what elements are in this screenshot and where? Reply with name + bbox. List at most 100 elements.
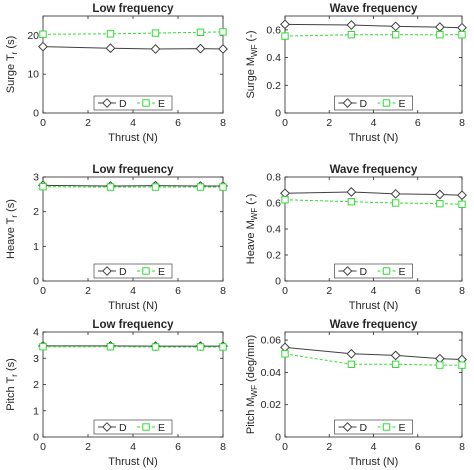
x-tick-label: 2 xyxy=(85,441,91,453)
y-tick-label: 0 xyxy=(33,276,39,288)
y-axis-label-main: Surge M xyxy=(245,57,257,99)
legend-marker-E xyxy=(382,423,391,431)
y-tick-label: 3 xyxy=(33,353,39,365)
legend-marker-E xyxy=(382,99,391,107)
data-point-E xyxy=(106,343,115,351)
data-point-D xyxy=(457,190,467,201)
x-tick-label: 0 xyxy=(40,285,46,297)
x-tick-label: 2 xyxy=(326,441,332,453)
y-axis-label-unit: (s) xyxy=(5,36,17,52)
data-point-E xyxy=(347,31,356,39)
x-tick-label: 6 xyxy=(175,441,181,453)
series-E xyxy=(281,31,466,40)
data-point-E xyxy=(106,30,115,38)
panel-title: Low frequency xyxy=(92,164,174,176)
legend-label-E: E xyxy=(158,422,165,434)
data-point-E xyxy=(151,29,160,37)
y-tick-label: 1 xyxy=(33,405,39,417)
legend-label-E: E xyxy=(158,266,165,278)
x-tick-label: 0 xyxy=(40,117,46,129)
data-point-E xyxy=(281,350,289,358)
legend-marker-D xyxy=(102,98,112,108)
legend-marker-D xyxy=(102,266,112,276)
legend-label-D: D xyxy=(119,266,127,278)
y-tick-label: 0.04 xyxy=(261,367,282,379)
y-tick-label: 20 xyxy=(27,30,39,42)
data-point-D xyxy=(195,43,206,54)
panel-6: Wave frequency 0 2 4 6 8 0 0.02 0.04 0.06 Thrust (… xyxy=(245,319,467,468)
series-E xyxy=(281,350,466,369)
y-tick-label: 0.2 xyxy=(266,80,281,92)
panel-title: Wave frequency xyxy=(330,319,418,331)
data-point-D xyxy=(150,44,161,54)
data-point-D xyxy=(346,348,357,359)
series-E xyxy=(39,343,227,351)
series-E xyxy=(39,183,227,191)
data-point-E xyxy=(39,343,47,351)
y-axis-label-main: Heave T xyxy=(5,217,17,259)
data-point-E xyxy=(458,31,466,39)
data-point-E xyxy=(436,31,444,39)
data-point-E xyxy=(281,32,289,40)
x-tick-label: 6 xyxy=(415,441,421,453)
legend-box xyxy=(334,263,413,279)
x-axis-label: Thrust (N) xyxy=(108,132,158,144)
data-point-E xyxy=(39,183,47,191)
legend-label-D: D xyxy=(360,266,368,278)
legend-marker-D xyxy=(342,266,353,276)
y-axis-label-sub: r xyxy=(10,215,19,218)
x-axis-label: Thrust (N) xyxy=(349,456,399,468)
x-tick-label: 4 xyxy=(371,285,377,297)
y-tick-label: 2 xyxy=(33,206,39,218)
axes-box xyxy=(42,331,224,438)
y-tick-label: 10 xyxy=(27,69,39,81)
axes-box xyxy=(284,15,463,114)
legend-marker-D xyxy=(342,98,353,108)
x-tick-label: 8 xyxy=(220,117,226,129)
legend-marker-E xyxy=(142,423,150,431)
data-point-E xyxy=(458,200,466,209)
panel-title: Low frequency xyxy=(92,319,174,331)
y-tick-label: 0 xyxy=(275,276,281,288)
legend-marker-E xyxy=(382,267,391,275)
legend-label-E: E xyxy=(399,422,406,434)
panel-title: Low frequency xyxy=(92,3,174,15)
y-axis-label-unit: (-) xyxy=(245,194,257,208)
y-axis-label-main: Surge T xyxy=(5,54,17,93)
axes-box xyxy=(42,176,224,282)
data-point-E xyxy=(391,199,400,207)
y-axis-label-sub: r xyxy=(10,374,19,377)
series-E xyxy=(281,196,466,209)
x-tick-label: 2 xyxy=(85,117,91,129)
x-tick-label: 6 xyxy=(175,117,181,129)
y-tick-label: 3 xyxy=(33,172,39,184)
y-axis-label: Pitch Tr (s) xyxy=(5,358,19,411)
y-tick-label: 1 xyxy=(33,241,39,253)
y-axis-label-unit: (s) xyxy=(5,199,17,215)
y-tick-label: 0.4 xyxy=(266,52,281,64)
x-tick-label: 2 xyxy=(326,285,332,297)
legend-label-E: E xyxy=(399,98,406,110)
data-point-D xyxy=(218,44,228,54)
legend-label-D: D xyxy=(119,98,127,110)
x-tick-label: 4 xyxy=(130,285,136,297)
y-axis-label-main: Pitch T xyxy=(5,376,17,410)
y-axis-label-sub: WF xyxy=(250,44,259,57)
legend-marker-D xyxy=(102,422,112,432)
y-tick-label: 0.6 xyxy=(266,24,281,36)
x-tick-label: 4 xyxy=(371,441,377,453)
legend-marker-E xyxy=(142,99,150,107)
legend-label-E: E xyxy=(399,266,406,278)
data-point-E xyxy=(196,343,205,351)
y-axis-label: Heave MWF (-) xyxy=(245,194,259,265)
series-D xyxy=(280,187,467,201)
data-point-E xyxy=(436,199,444,208)
y-tick-label: 0.8 xyxy=(266,172,281,184)
data-point-E xyxy=(391,31,400,39)
